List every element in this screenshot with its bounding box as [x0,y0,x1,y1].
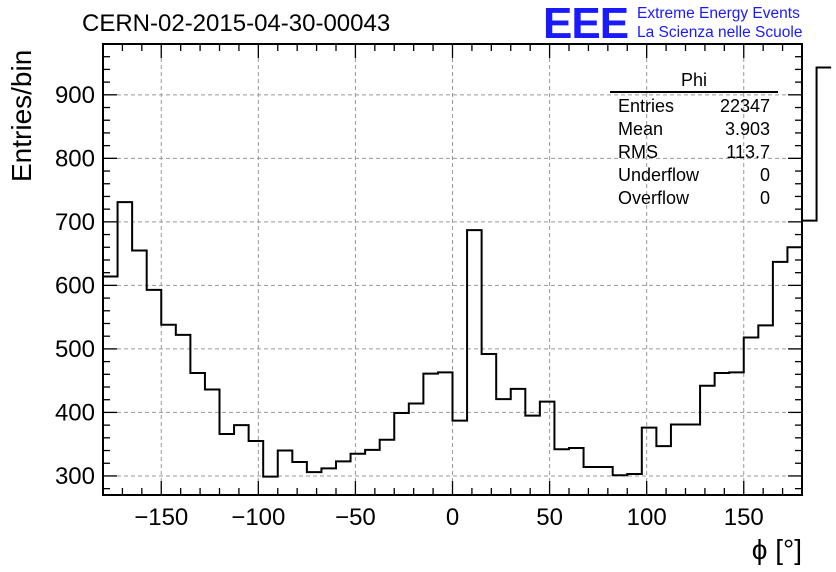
logo-caption: Extreme Energy Events La Scienza nelle S… [637,4,802,42]
histogram-bin [351,454,366,495]
y-tick-label: 800 [55,145,95,172]
histogram-bin [482,354,497,495]
histogram-bin [292,462,307,495]
histogram-bin [525,416,540,495]
histogram-bin [686,424,701,495]
histogram-bin [190,373,205,495]
histogram-bin [336,461,351,495]
histogram-bin [321,468,336,495]
histogram-bin [598,467,613,495]
stats-box: Phi Entries 22347 Mean 3.903 RMS 113.7 Underfl… [610,70,778,210]
stats-label: Mean [618,119,664,139]
histogram-bin [715,373,730,495]
histogram-bin [453,421,468,495]
histogram-bin [758,325,773,495]
histogram-bin [642,428,657,495]
stats-value: 0 [759,165,770,185]
stats-rows: Entries 22347 Mean 3.903 RMS 113.7 Underflow 0 O… [610,95,778,210]
histogram-bin [496,399,511,495]
histogram-bin [220,434,235,495]
x-axis-label: ϕ [°] [751,534,802,565]
histogram-bin [671,424,686,495]
histogram-bin [540,402,555,495]
stats-value: 3.903 [724,119,770,139]
y-tick-label: 400 [55,399,95,426]
histogram-bin [307,472,322,495]
histogram-bin [423,374,438,495]
stats-label: Underflow [618,165,700,185]
histogram-bin [278,451,293,495]
y-tick-label: 300 [55,463,95,490]
stats-row-rms: RMS 113.7 [610,141,778,164]
stats-row-underflow: Underflow 0 [610,164,778,187]
histogram-bin [802,221,817,495]
stats-row-mean: Mean 3.903 [610,118,778,141]
logo-caption-line1: Extreme Energy Events [637,5,800,22]
stats-value: 113.7 [726,142,770,162]
histogram-bin [511,389,526,495]
plot-frame [102,43,803,496]
histogram-bin [161,325,176,495]
stats-title: Phi [610,70,778,93]
histogram-bin [613,475,628,495]
histogram-line [103,66,832,478]
histogram-bin [729,372,744,495]
histogram-bin [656,446,671,495]
histogram-bin [700,386,715,495]
x-tick-label: 0 [446,504,459,531]
histogram-bin [773,262,788,495]
stats-label: Overflow [618,188,690,208]
y-tick-label: 900 [55,82,95,109]
stats-label: RMS [618,142,658,162]
histogram-bin [365,450,380,495]
y-tick-label: 600 [55,272,95,299]
histogram-bin [118,202,133,495]
x-tick-label: −150 [134,504,188,531]
histogram-bin [380,440,395,495]
stats-label: Entries [618,96,675,116]
eee-logo-mark: EEE [543,0,629,48]
stats-value: 22347 [719,96,770,116]
histogram-bin [438,372,453,495]
y-tick-label: 700 [55,209,95,236]
histogram-bin [249,441,264,495]
x-tick-label: −100 [231,504,285,531]
histogram-bin [263,477,278,495]
histogram-bin [234,425,249,495]
histogram-bin [176,335,191,495]
histogram-bin [817,68,832,495]
x-tick-label: −50 [335,504,376,531]
stats-value: 0 [759,188,770,208]
histogram-bin [554,449,569,495]
eee-logo: EEE [543,0,629,48]
histogram-bin [132,250,147,495]
x-tick-label: 100 [627,504,667,531]
histogram-bin [569,448,584,495]
histogram-bin [787,247,802,495]
y-tick-label: 500 [55,336,95,363]
histogram-bin [103,276,118,495]
stats-row-overflow: Overflow 0 [610,187,778,210]
x-tick-label: 50 [536,504,563,531]
histogram-bin [584,467,599,495]
histogram-bin [205,390,220,495]
stats-row-entries: Entries 22347 [610,95,778,118]
histogram-bin [627,474,642,495]
y-axis-label: Entries/bin [6,49,37,182]
histogram-bin [394,413,409,495]
histogram-bin [409,404,424,495]
histogram-bin [744,337,759,495]
logo-caption-line2: La Scienza nelle Scuole [637,24,803,41]
run-title: CERN-02-2015-04-30-00043 [82,10,391,37]
histogram-bin [467,230,482,495]
histogram-bin [147,290,162,495]
x-tick-label: 150 [724,504,764,531]
